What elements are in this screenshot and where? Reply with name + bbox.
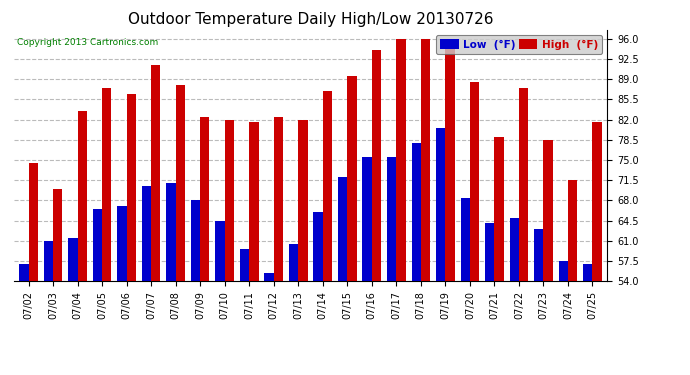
Bar <box>142 186 151 281</box>
Text: Copyright 2013 Cartronics.com: Copyright 2013 Cartronics.com <box>17 38 158 46</box>
Bar <box>338 177 347 281</box>
Legend: Low  (°F), High  (°F): Low (°F), High (°F) <box>436 35 602 54</box>
Bar <box>249 122 259 281</box>
Bar <box>313 212 323 281</box>
Bar <box>485 224 495 281</box>
Bar <box>362 157 372 281</box>
Bar <box>519 88 529 281</box>
Bar <box>510 218 519 281</box>
Bar <box>77 111 87 281</box>
Bar <box>323 91 332 281</box>
Bar <box>274 117 283 281</box>
Bar <box>460 198 470 281</box>
Bar <box>68 238 77 281</box>
Bar <box>264 273 274 281</box>
Bar <box>43 241 53 281</box>
Bar <box>240 249 249 281</box>
Bar <box>117 206 126 281</box>
Bar <box>28 163 38 281</box>
Bar <box>495 137 504 281</box>
Bar <box>289 244 298 281</box>
Bar <box>215 220 225 281</box>
Bar <box>347 76 357 281</box>
Bar <box>151 64 161 281</box>
Bar <box>225 120 234 281</box>
Bar <box>534 229 544 281</box>
Bar <box>593 122 602 281</box>
Bar <box>544 140 553 281</box>
Bar <box>436 128 445 281</box>
Bar <box>411 142 421 281</box>
Bar <box>396 39 406 281</box>
Bar <box>19 264 28 281</box>
Bar <box>166 183 176 281</box>
Bar <box>559 261 568 281</box>
Bar <box>372 50 381 281</box>
Bar <box>176 85 185 281</box>
Title: Outdoor Temperature Daily High/Low 20130726: Outdoor Temperature Daily High/Low 20130… <box>128 12 493 27</box>
Bar <box>53 189 62 281</box>
Bar <box>200 117 210 281</box>
Bar <box>387 157 396 281</box>
Bar <box>583 264 593 281</box>
Bar <box>568 180 578 281</box>
Bar <box>102 88 111 281</box>
Bar <box>445 47 455 281</box>
Bar <box>470 82 479 281</box>
Bar <box>298 120 308 281</box>
Bar <box>126 93 136 281</box>
Bar <box>92 209 102 281</box>
Bar <box>191 200 200 281</box>
Bar <box>421 39 430 281</box>
